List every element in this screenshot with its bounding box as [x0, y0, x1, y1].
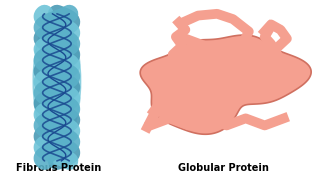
Ellipse shape [33, 14, 81, 148]
Text: Globular Protein: Globular Protein [178, 163, 269, 173]
Text: Fibrous Protein: Fibrous Protein [16, 163, 101, 173]
Polygon shape [140, 35, 311, 134]
